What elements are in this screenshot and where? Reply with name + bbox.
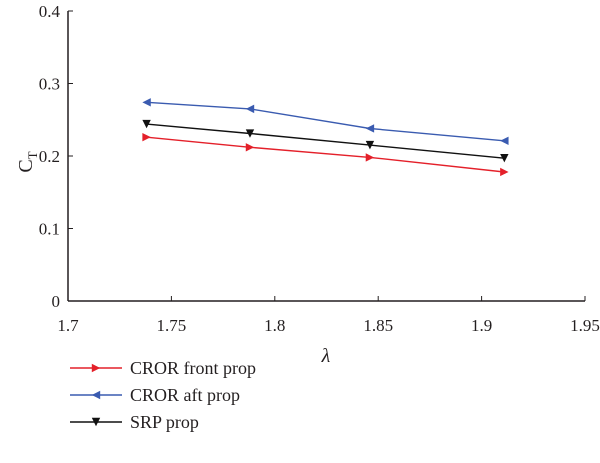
legend-item-cror-aft-prop: CROR aft prop [70,385,240,405]
legend-label: CROR aft prop [130,385,240,405]
x-tick-label: 1.7 [57,316,79,335]
series-srp-prop [142,119,509,163]
legend-label: CROR front prop [130,358,256,378]
data-point-cror-aft-prop [142,98,151,107]
legend-swatch-marker [91,417,101,427]
data-point-srp-prop [142,119,151,129]
y-tick-label: 0.4 [39,2,61,21]
series-line-cror-front-prop [146,136,505,173]
x-tick-label: 1.9 [471,316,492,335]
data-point-cror-front-prop [245,143,255,152]
data-point-cror-front-prop [500,167,509,177]
data-point-srp-prop [500,153,509,163]
y-axis-label-main: C [15,159,37,172]
ticks: 1.7 1.75 1.8 1.85 1.9 1.95 0 0.1 0.2 0.3 0.4 [39,2,600,335]
y-tick-label: 0.3 [39,75,60,94]
x-tick-label: 1.75 [157,316,187,335]
x-tick-label: 1.95 [570,316,600,335]
legend: CROR front prop CROR aft prop SRP prop [70,358,256,432]
legend-swatch-marker [91,363,101,373]
series-cror-aft-prop [142,98,509,145]
series-layer [142,98,509,177]
data-point-cror-aft-prop [500,136,509,145]
x-tick-label: 1.85 [363,316,393,335]
data-point-srp-prop [245,129,255,138]
x-axis-label: λ [321,345,331,367]
legend-label: SRP prop [130,412,199,432]
y-tick-label: 0.2 [39,147,60,166]
data-point-cror-aft-prop [365,124,375,133]
series-line-srp-prop [146,123,505,159]
data-point-cror-front-prop [365,153,375,162]
legend-swatch-marker [91,390,101,400]
data-point-cror-aft-prop [245,104,255,114]
legend-item-srp-prop: SRP prop [70,412,199,432]
data-point-srp-prop [365,140,375,150]
legend-item-cror-front-prop: CROR front prop [70,358,256,378]
y-tick-label: 0 [52,292,61,311]
series-cror-front-prop [142,132,509,177]
y-axis-label-subscript: T [25,151,40,159]
series-line-cror-aft-prop [146,101,505,142]
data-point-cror-front-prop [142,132,151,142]
axis-titles: CT λ [15,151,331,367]
y-tick-label: 0.1 [39,220,60,239]
y-axis-label: CT [15,151,40,172]
x-tick-label: 1.8 [264,316,285,335]
